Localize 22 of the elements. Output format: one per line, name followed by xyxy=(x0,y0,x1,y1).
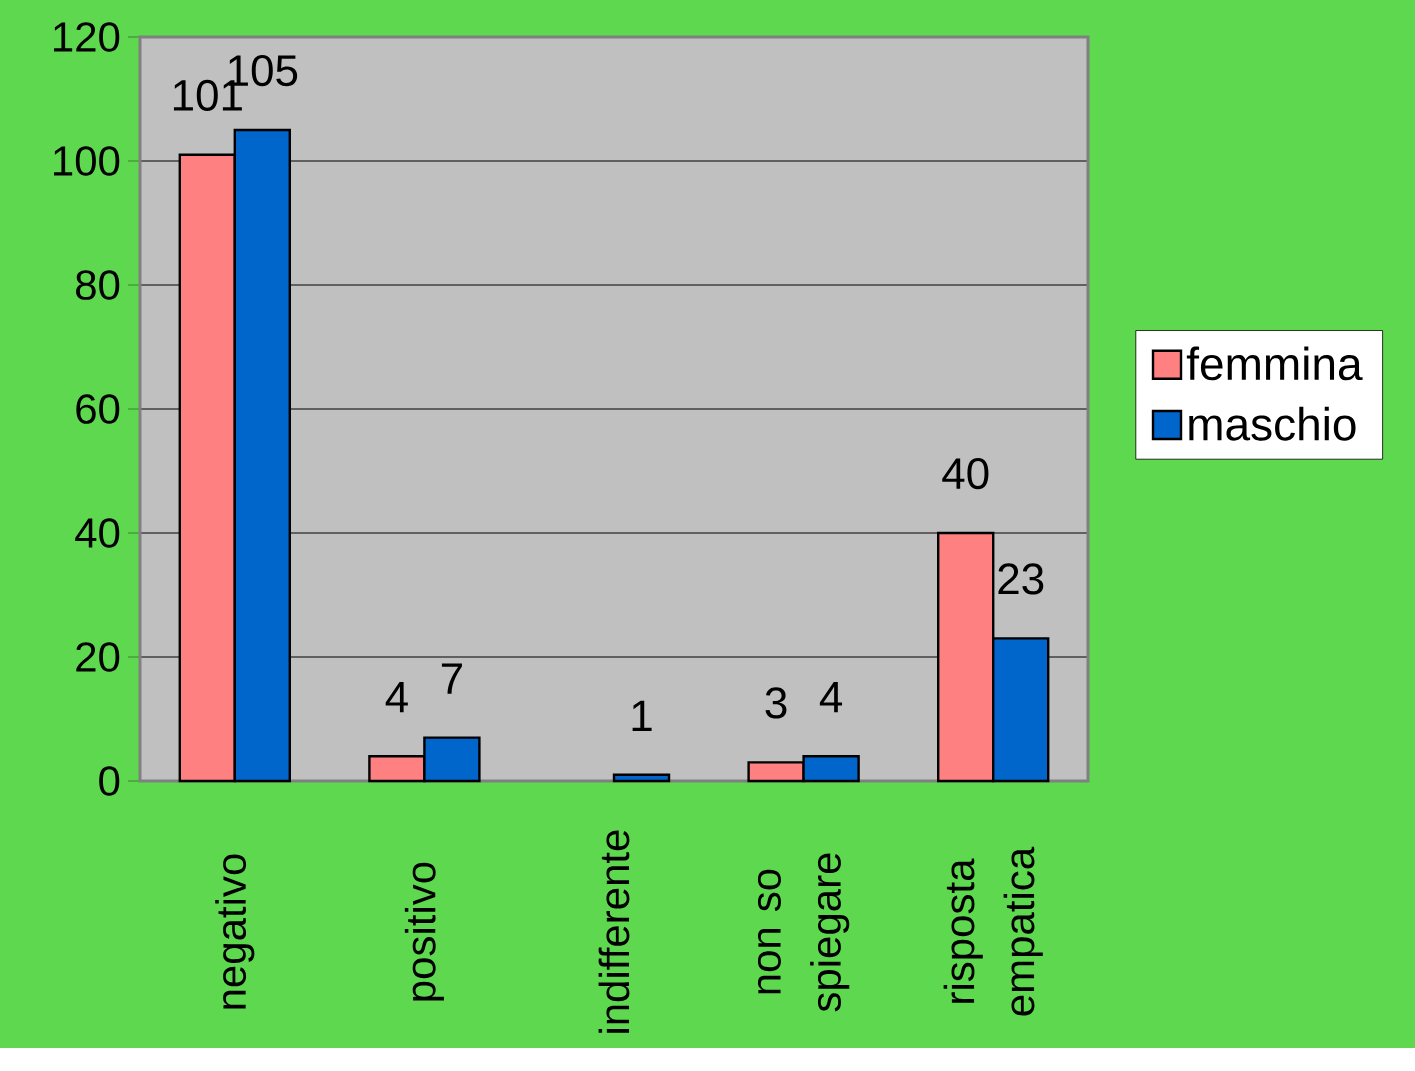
data-label: 7 xyxy=(441,663,462,694)
y-tick-label: 0 xyxy=(99,766,120,796)
y-tick-label: 40 xyxy=(75,518,120,548)
y-tick-label: 60 xyxy=(76,394,120,424)
legend-label: maschio xyxy=(1189,406,1356,441)
y-tick-label: 80 xyxy=(76,270,120,300)
x-tick-label: risposta empatica xyxy=(943,847,1043,1016)
y-tick-label: 120 xyxy=(54,22,120,52)
data-label: 40 xyxy=(942,458,989,490)
data-label: 4 xyxy=(385,682,408,713)
y-tick-label: 100 xyxy=(54,146,120,176)
x-tick-label: negativo xyxy=(215,854,255,1009)
legend-label: femmina xyxy=(1186,346,1363,381)
x-tick-label: non so spiegare xyxy=(757,853,850,1012)
x-tick-label: indifferente xyxy=(598,830,630,1033)
data-label: 3 xyxy=(765,687,787,719)
data-label: 1 xyxy=(632,700,652,732)
bar xyxy=(612,773,671,783)
x-tick-label: positivo xyxy=(404,862,444,1001)
data-label: 23 xyxy=(998,563,1044,595)
data-label: 4 xyxy=(819,682,843,713)
y-tick-label: 20 xyxy=(76,642,120,672)
